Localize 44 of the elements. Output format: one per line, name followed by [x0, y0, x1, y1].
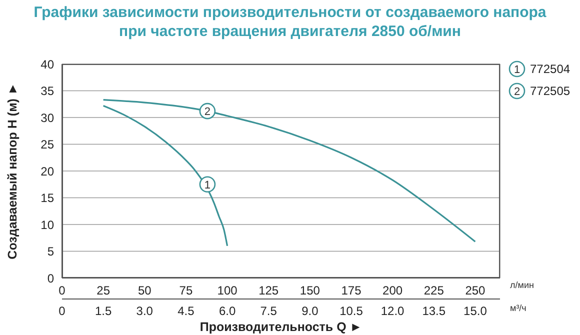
x-tick-label: 200 — [382, 284, 403, 298]
text: л/мин — [510, 280, 534, 290]
x2-tick-label: 6.0 — [218, 304, 236, 318]
x2-tick-label: 0 — [58, 304, 66, 318]
x-tick-label: 75 — [179, 284, 193, 298]
legend-circle: 1 — [508, 60, 526, 78]
y-tick-label: 10 — [40, 218, 54, 232]
y-tick-label: 25 — [40, 138, 54, 152]
legend-label: 772505 — [530, 84, 570, 98]
y-tick-label: 35 — [40, 84, 54, 98]
x-tick-label: 225 — [424, 284, 444, 298]
x-tick-label: 150 — [300, 284, 320, 298]
y-tick-label: 40 — [40, 57, 54, 72]
line-series — [102, 104, 228, 247]
x-tick-label: 100 — [217, 284, 238, 298]
y-tick-label: 30 — [40, 110, 54, 125]
x-axis-title: Производительность Q ► — [198, 320, 364, 334]
x-tick-label: 50 — [138, 284, 152, 298]
x-tick-label: 125 — [258, 284, 279, 298]
x-tick-label: 0 — [58, 284, 66, 298]
chart-title: Графики зависимости производительности от создаваемого напора при частоте вращения двигателя 2850 об/мин — [32, 3, 548, 41]
x2-tick-label: 9.0 — [302, 304, 319, 318]
text: м³/ч — [510, 303, 526, 313]
x2-tick-label: 12.0 — [380, 304, 405, 318]
y-axis-title: Создаваемый напор H (м) ► — [5, 82, 20, 260]
x2-tick-label: 4.5 — [178, 304, 195, 318]
x2-tick-label: 7.5 — [260, 304, 278, 318]
x-tick-label: 25 — [96, 284, 110, 298]
y-tick-label: 15 — [40, 191, 54, 206]
y-tick-label: 5 — [47, 244, 54, 259]
x2-tick-label: 3.0 — [136, 304, 154, 318]
annotation: 2 — [204, 106, 211, 118]
line-series — [102, 99, 476, 242]
annotation: 1 — [204, 179, 211, 192]
y-tick-label: 0 — [47, 271, 54, 286]
x-tick-label: 250 — [465, 284, 486, 298]
legend-circle: 2 — [508, 82, 526, 100]
x2-tick-label: 15.0 — [464, 304, 488, 318]
x2-tick-label: 13.5 — [422, 304, 446, 318]
legend-label: 772504 — [530, 62, 570, 76]
x2-tick-label: 1.5 — [94, 304, 112, 318]
y-tick-label: 20 — [40, 164, 54, 178]
x-tick-label: 175 — [341, 284, 362, 298]
x2-tick-label: 10.5 — [340, 304, 364, 318]
